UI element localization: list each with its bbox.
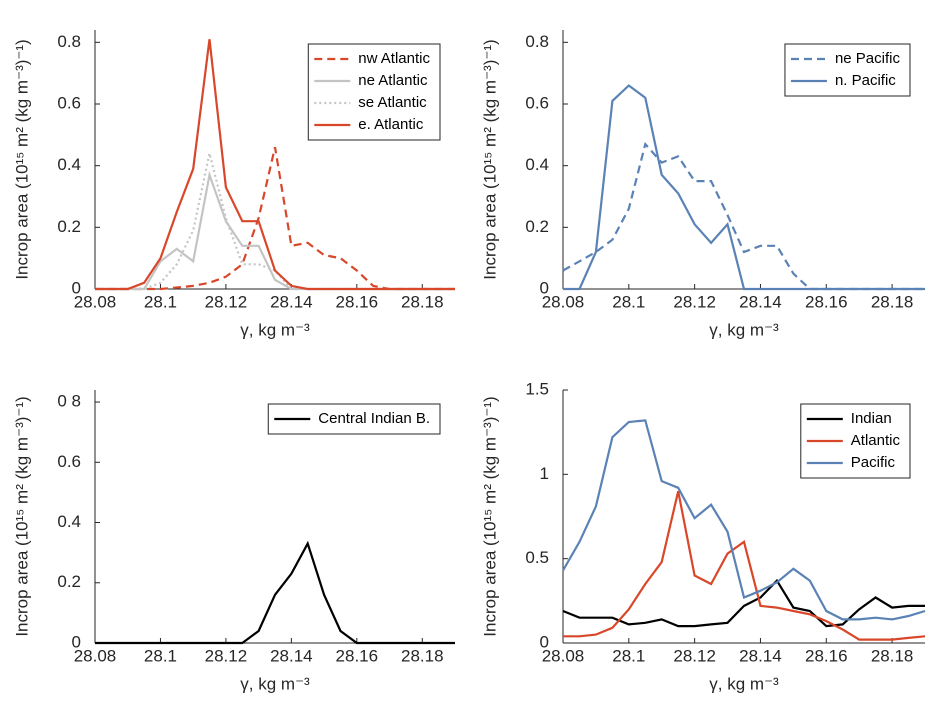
x-axis-label: γ, kg m⁻³ [240,674,310,693]
x-tick-label: 28.14 [270,646,313,665]
subplot: 0 0.5 1 1.5 28.08 28.1 28.12 28.14 28.16 28.18 γ, … [480,379,926,693]
x-tick-label: 28.1 [144,646,177,665]
legend: ne Pacific n. Pacific [784,43,911,97]
series-line [562,419,926,621]
y-tick-label: 0 [72,278,81,297]
y-tick-label: 0 8 [57,392,81,411]
y-tick-label: 1.5 [525,379,549,398]
y-tick-label: 0.6 [57,452,81,471]
x-axis-label: γ, kg m⁻³ [709,320,779,339]
y-tick-label: 0.2 [525,217,549,236]
legend-label: n. Pacific [835,72,896,89]
y-tick-label: 0 [540,278,549,297]
x-tick-label: 28.12 [205,646,248,665]
series-line [95,540,455,645]
x-tick-label: 28.18 [871,292,914,311]
x-tick-label: 28.16 [336,646,379,665]
x-tick-label: 28.14 [270,292,313,311]
y-tick-label: 1 [540,464,549,483]
legend: Indian Atlantic Pacific [800,403,911,479]
y-tick-label: 0.2 [57,217,81,236]
legend-label: ne Pacific [835,50,901,67]
x-tick-label: 28.12 [673,292,716,311]
x-tick-label: 28.14 [739,646,782,665]
x-tick-label: 28.1 [612,646,645,665]
subplot: 0 0.2 0.4 0.6 0.8 28.08 28.1 28.12 28.14 28.16 28.… [480,30,925,339]
legend-label: se Atlantic [358,94,427,111]
series-line [95,146,455,291]
legend-label: Central Indian B. [318,410,430,427]
y-tick-label: 0.8 [525,32,549,51]
x-tick-label: 28.12 [205,292,248,311]
y-tick-label: 0.4 [57,512,81,531]
series-line [562,141,925,291]
series-line [562,578,925,628]
legend-label: Indian [851,410,892,427]
legend-label: e. Atlantic [358,116,424,133]
series-line [563,490,926,641]
x-tick-label: 28.12 [673,646,716,665]
legend-label: ne Atlantic [358,72,428,89]
y-tick-label: 0.6 [57,93,81,112]
y-axis-label: Incrop area (10¹⁵ m² (kg m⁻³)⁻¹) [480,39,499,279]
x-tick-label: 28.16 [805,646,848,665]
legend-label: Atlantic [851,432,901,449]
y-tick-label: 0.5 [525,548,549,567]
y-tick-label: 0.2 [57,572,81,591]
y-tick-label: 0.6 [525,93,549,112]
y-tick-label: 0 [72,632,81,651]
legend: Central Indian B. [267,403,441,435]
x-tick-label: 28.18 [871,646,914,665]
x-axis-label: γ, kg m⁻³ [240,320,310,339]
x-tick-label: 28.16 [805,292,848,311]
x-tick-label: 28.08 [542,292,585,311]
y-axis-label: Incrop area (10¹⁵ m² (kg m⁻³)⁻¹) [12,39,31,279]
y-tick-label: 0.4 [525,155,549,174]
x-axis-label: γ, kg m⁻³ [709,674,779,693]
legend-box [784,43,911,97]
x-tick-label: 28.18 [401,292,444,311]
y-axis-label: Incrop area (10¹⁵ m² (kg m⁻³)⁻¹) [12,396,31,636]
series-line [563,84,925,291]
x-tick-label: 28.18 [401,646,444,665]
x-tick-label: 28.08 [74,646,117,665]
legend-label: Pacific [851,454,896,471]
subplot: 0 0.2 0.4 0.6 0 8 28.08 28.1 28.12 28.14 28.16 28.… [12,390,455,693]
legend: nw Atlantic ne Atlantic se Atlantic e. Atla… [307,43,441,141]
x-tick-label: 28.1 [612,292,645,311]
x-tick-label: 28.16 [336,292,379,311]
y-tick-label: 0 [540,632,549,651]
subplot: 0 0.2 0.4 0.6 0.8 28.08 28.1 28.12 28.14 28.16 28.… [12,30,455,339]
y-tick-label: 0.4 [57,155,81,174]
x-tick-label: 28.08 [74,292,117,311]
x-tick-label: 28.1 [144,292,177,311]
x-tick-label: 28.08 [542,646,585,665]
series-line [95,39,455,291]
x-tick-label: 28.14 [739,292,782,311]
y-axis-label: Incrop area (10¹⁵ m² (kg m⁻³)⁻¹) [480,396,499,636]
legend-label: nw Atlantic [358,50,430,67]
y-tick-label: 0.8 [57,32,81,51]
